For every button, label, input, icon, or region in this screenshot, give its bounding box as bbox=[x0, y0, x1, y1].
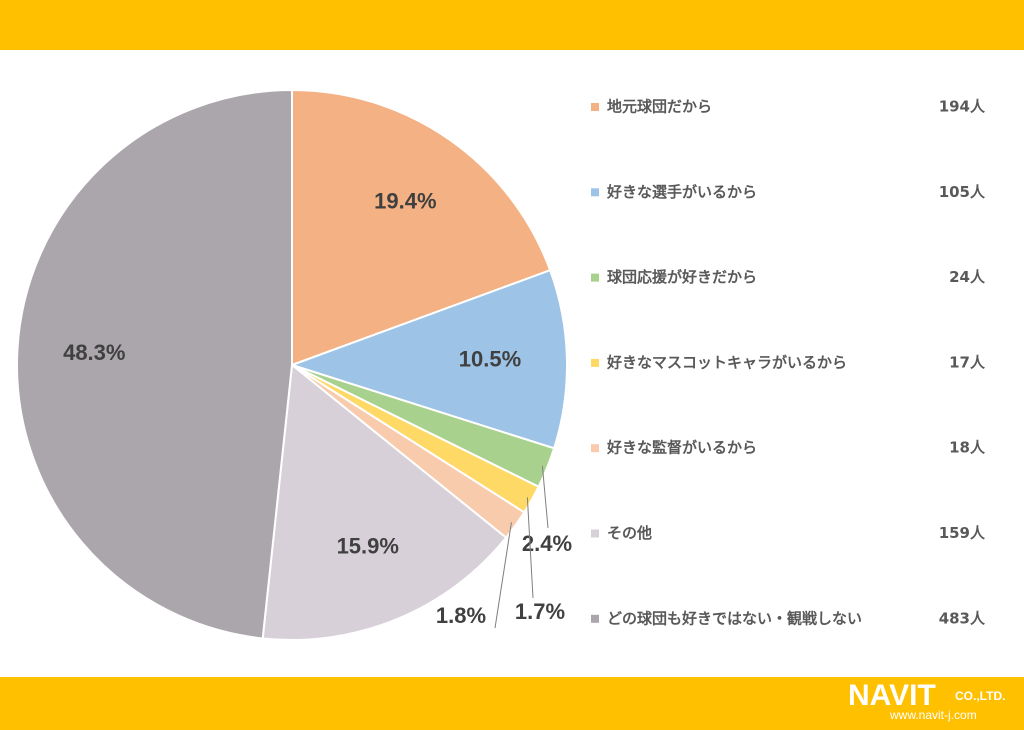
legend-swatch bbox=[591, 188, 599, 197]
url: www.navit-j.com bbox=[889, 708, 977, 722]
legend-swatch bbox=[591, 529, 599, 538]
footer-band bbox=[0, 677, 1024, 730]
leader-line bbox=[541, 465, 549, 529]
data-label: 10.5% bbox=[459, 346, 521, 371]
leader-line bbox=[526, 497, 534, 599]
legend-label: 好きな監督がいるから bbox=[606, 439, 757, 457]
data-label: 1.7% bbox=[515, 599, 565, 624]
data-label: 1.8% bbox=[436, 603, 486, 628]
pie-slice bbox=[261, 363, 508, 641]
legend-label: どの球団も好きではない・観戦しない bbox=[607, 609, 862, 627]
legend-label: その他 bbox=[607, 524, 652, 542]
legend-count: 18人 bbox=[949, 439, 986, 457]
legend-swatch bbox=[591, 273, 599, 282]
legend-swatch bbox=[591, 444, 599, 453]
legend-label: 地元球団だから bbox=[607, 98, 712, 116]
legend-label: 球団応援が好きだから bbox=[607, 268, 757, 286]
pie-slice bbox=[288, 268, 568, 450]
legend-count: 194人 bbox=[939, 98, 986, 116]
legend-label: 好きな選手がいるから bbox=[606, 183, 757, 201]
data-label: 48.3% bbox=[63, 340, 125, 365]
legend-count: 17人 bbox=[949, 353, 986, 371]
pie-slice bbox=[16, 88, 293, 640]
legend-count: 105人 bbox=[939, 183, 986, 201]
data-label: 15.9% bbox=[337, 534, 399, 559]
data-label: 19.4% bbox=[374, 188, 436, 213]
legend-count: 24人 bbox=[949, 268, 986, 286]
legend-swatch bbox=[591, 103, 599, 111]
company: CO.,LTD. bbox=[955, 689, 1005, 703]
pie-slice bbox=[291, 88, 552, 367]
leader-line bbox=[494, 522, 512, 629]
logo: NAVIT bbox=[848, 679, 936, 712]
legend-swatch bbox=[591, 614, 599, 623]
legend-label: 好きなマスコットキャラがいるから bbox=[606, 353, 847, 371]
header-band bbox=[0, 0, 1024, 50]
legend-count: 483人 bbox=[939, 609, 986, 627]
legend-swatch bbox=[591, 358, 599, 367]
legend-count: 159人 bbox=[939, 524, 986, 542]
